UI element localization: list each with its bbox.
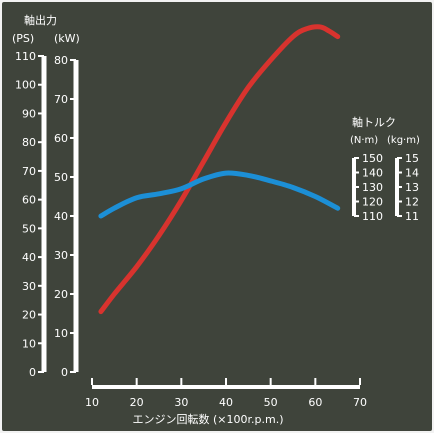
- power-unit-kw: (kW): [54, 32, 80, 45]
- power-unit-ps: (PS): [12, 32, 34, 45]
- ps-tick-label: 100: [15, 79, 36, 92]
- ps-tick-label: 110: [15, 50, 36, 63]
- x-tick-label: 60: [308, 396, 322, 409]
- axes-group: [38, 55, 402, 389]
- nm-tick-label: 110: [362, 210, 383, 223]
- nm-tick-label: 150: [362, 152, 383, 165]
- power-curve: [98, 24, 341, 315]
- ps-tick-label: 80: [22, 136, 36, 149]
- nm-tick-label: 140: [362, 167, 383, 180]
- series-group: [98, 24, 341, 315]
- kgm-tick-label: 12: [405, 196, 419, 209]
- x-tick-label: 50: [264, 396, 278, 409]
- kw-tick-label: 60: [54, 132, 68, 145]
- x-tick-label: 40: [219, 396, 233, 409]
- kw-tick-label: 10: [54, 327, 68, 340]
- kgm-tick-label: 14: [405, 167, 419, 180]
- ps-tick-label: 0: [29, 366, 36, 379]
- nm-tick-label: 130: [362, 181, 383, 194]
- torque-unit-nm: (N·m): [350, 135, 378, 146]
- ps-tick-label: 60: [22, 194, 36, 207]
- ps-tick-label: 30: [22, 280, 36, 293]
- kw-tick-label: 0: [61, 366, 68, 379]
- tick-labels-group: 10 20 30 40 50 60 70 0 10 20 30 40 50 60 70 80 90 100 110 0…: [15, 50, 419, 409]
- ps-tick-label: 90: [22, 107, 36, 120]
- x-tick-label: 10: [85, 396, 99, 409]
- x-tick-label: 70: [353, 396, 367, 409]
- power-title: 軸出力: [24, 13, 57, 27]
- kw-tick-label: 40: [54, 210, 68, 223]
- torque-unit-kgm: (kg·m): [387, 135, 420, 146]
- kw-tick-label: 20: [54, 288, 68, 301]
- nm-tick-label: 120: [362, 196, 383, 209]
- kw-tick-label: 80: [54, 54, 68, 67]
- x-tick-label: 20: [130, 396, 144, 409]
- ps-tick-label: 20: [22, 309, 36, 322]
- torque-title: 軸トルク: [352, 115, 396, 129]
- kw-tick-label: 50: [54, 171, 68, 184]
- ps-tick-label: 40: [22, 251, 36, 264]
- torque-curve: [98, 170, 341, 219]
- kgm-tick-label: 11: [405, 210, 419, 223]
- x-axis-title: エンジン回転数 (×100r.p.m.): [133, 413, 284, 426]
- ps-tick-label: 50: [22, 222, 36, 235]
- ps-tick-label: 70: [22, 165, 36, 178]
- kw-tick-label: 30: [54, 249, 68, 262]
- kgm-tick-label: 15: [405, 152, 419, 165]
- kgm-tick-label: 13: [405, 181, 419, 194]
- x-tick-label: 30: [174, 396, 188, 409]
- ps-tick-label: 10: [22, 337, 36, 350]
- kw-tick-label: 70: [54, 93, 68, 106]
